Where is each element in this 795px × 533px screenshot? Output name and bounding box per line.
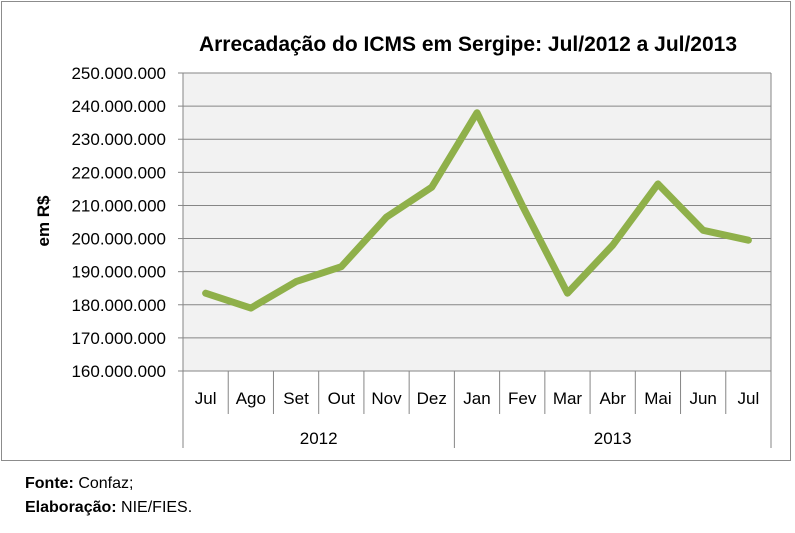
series-lines: [202, 109, 752, 312]
x-tick-label: Out: [328, 389, 356, 408]
plot-area: [183, 73, 771, 371]
credit-label: Elaboração:: [25, 499, 117, 516]
gridlines: [183, 72, 772, 372]
x-tick-label: Fev: [508, 389, 537, 408]
credit-line: Elaboração: NIE/FIES.: [25, 496, 192, 520]
x-tick-label: Jan: [463, 389, 490, 408]
x-axis: Jul Ago Set Out Nov Dez Jan Fev Mar Abr Mai Jun Jul 2…: [182, 370, 772, 448]
x-tick-label: Nov: [371, 389, 402, 408]
y-tick-label: 160.000.000: [71, 362, 166, 381]
chart-title: Arrecadação do ICMS em Sergipe: Jul/2012…: [199, 33, 737, 56]
y-tick-label: 190.000.000: [71, 263, 166, 282]
x-tick-label: Mar: [553, 389, 583, 408]
x-tick-label: Abr: [599, 389, 626, 408]
x-tick-label: Mai: [644, 389, 671, 408]
line-chart: Arrecadação do ICMS em Sergipe: Jul/2012…: [34, 33, 772, 448]
x-tick-label: Jul: [738, 389, 760, 408]
x-tick-label: Set: [283, 389, 309, 408]
y-tick-label: 170.000.000: [71, 329, 166, 348]
y-tick-label: 230.000.000: [71, 130, 166, 149]
y-axis-label: em R$: [34, 195, 53, 247]
source-value: Confaz;: [78, 475, 134, 492]
source-line: Fonte: Confaz;: [25, 472, 192, 496]
y-tick-label: 240.000.000: [71, 97, 166, 116]
x-tick-label: Jun: [689, 389, 716, 408]
x-group-label: 2012: [300, 429, 338, 448]
x-tick-label: Ago: [236, 389, 266, 408]
x-group-label: 2013: [594, 429, 632, 448]
y-tick-label: 210.000.000: [71, 196, 166, 215]
y-tick-label: 250.000.000: [71, 64, 166, 83]
y-axis-ticks: 160.000.000 170.000.000 180.000.000 190.000…: [71, 64, 184, 381]
x-tick-label: Jul: [195, 389, 217, 408]
footer: Fonte: Confaz; Elaboração: NIE/FIES.: [25, 472, 192, 520]
y-tick-label: 220.000.000: [71, 163, 166, 182]
x-tick-label: Dez: [417, 389, 447, 408]
y-tick-label: 180.000.000: [71, 296, 166, 315]
y-tick-label: 200.000.000: [71, 230, 166, 249]
credit-value: NIE/FIES.: [121, 499, 193, 516]
source-label: Fonte:: [25, 475, 74, 492]
